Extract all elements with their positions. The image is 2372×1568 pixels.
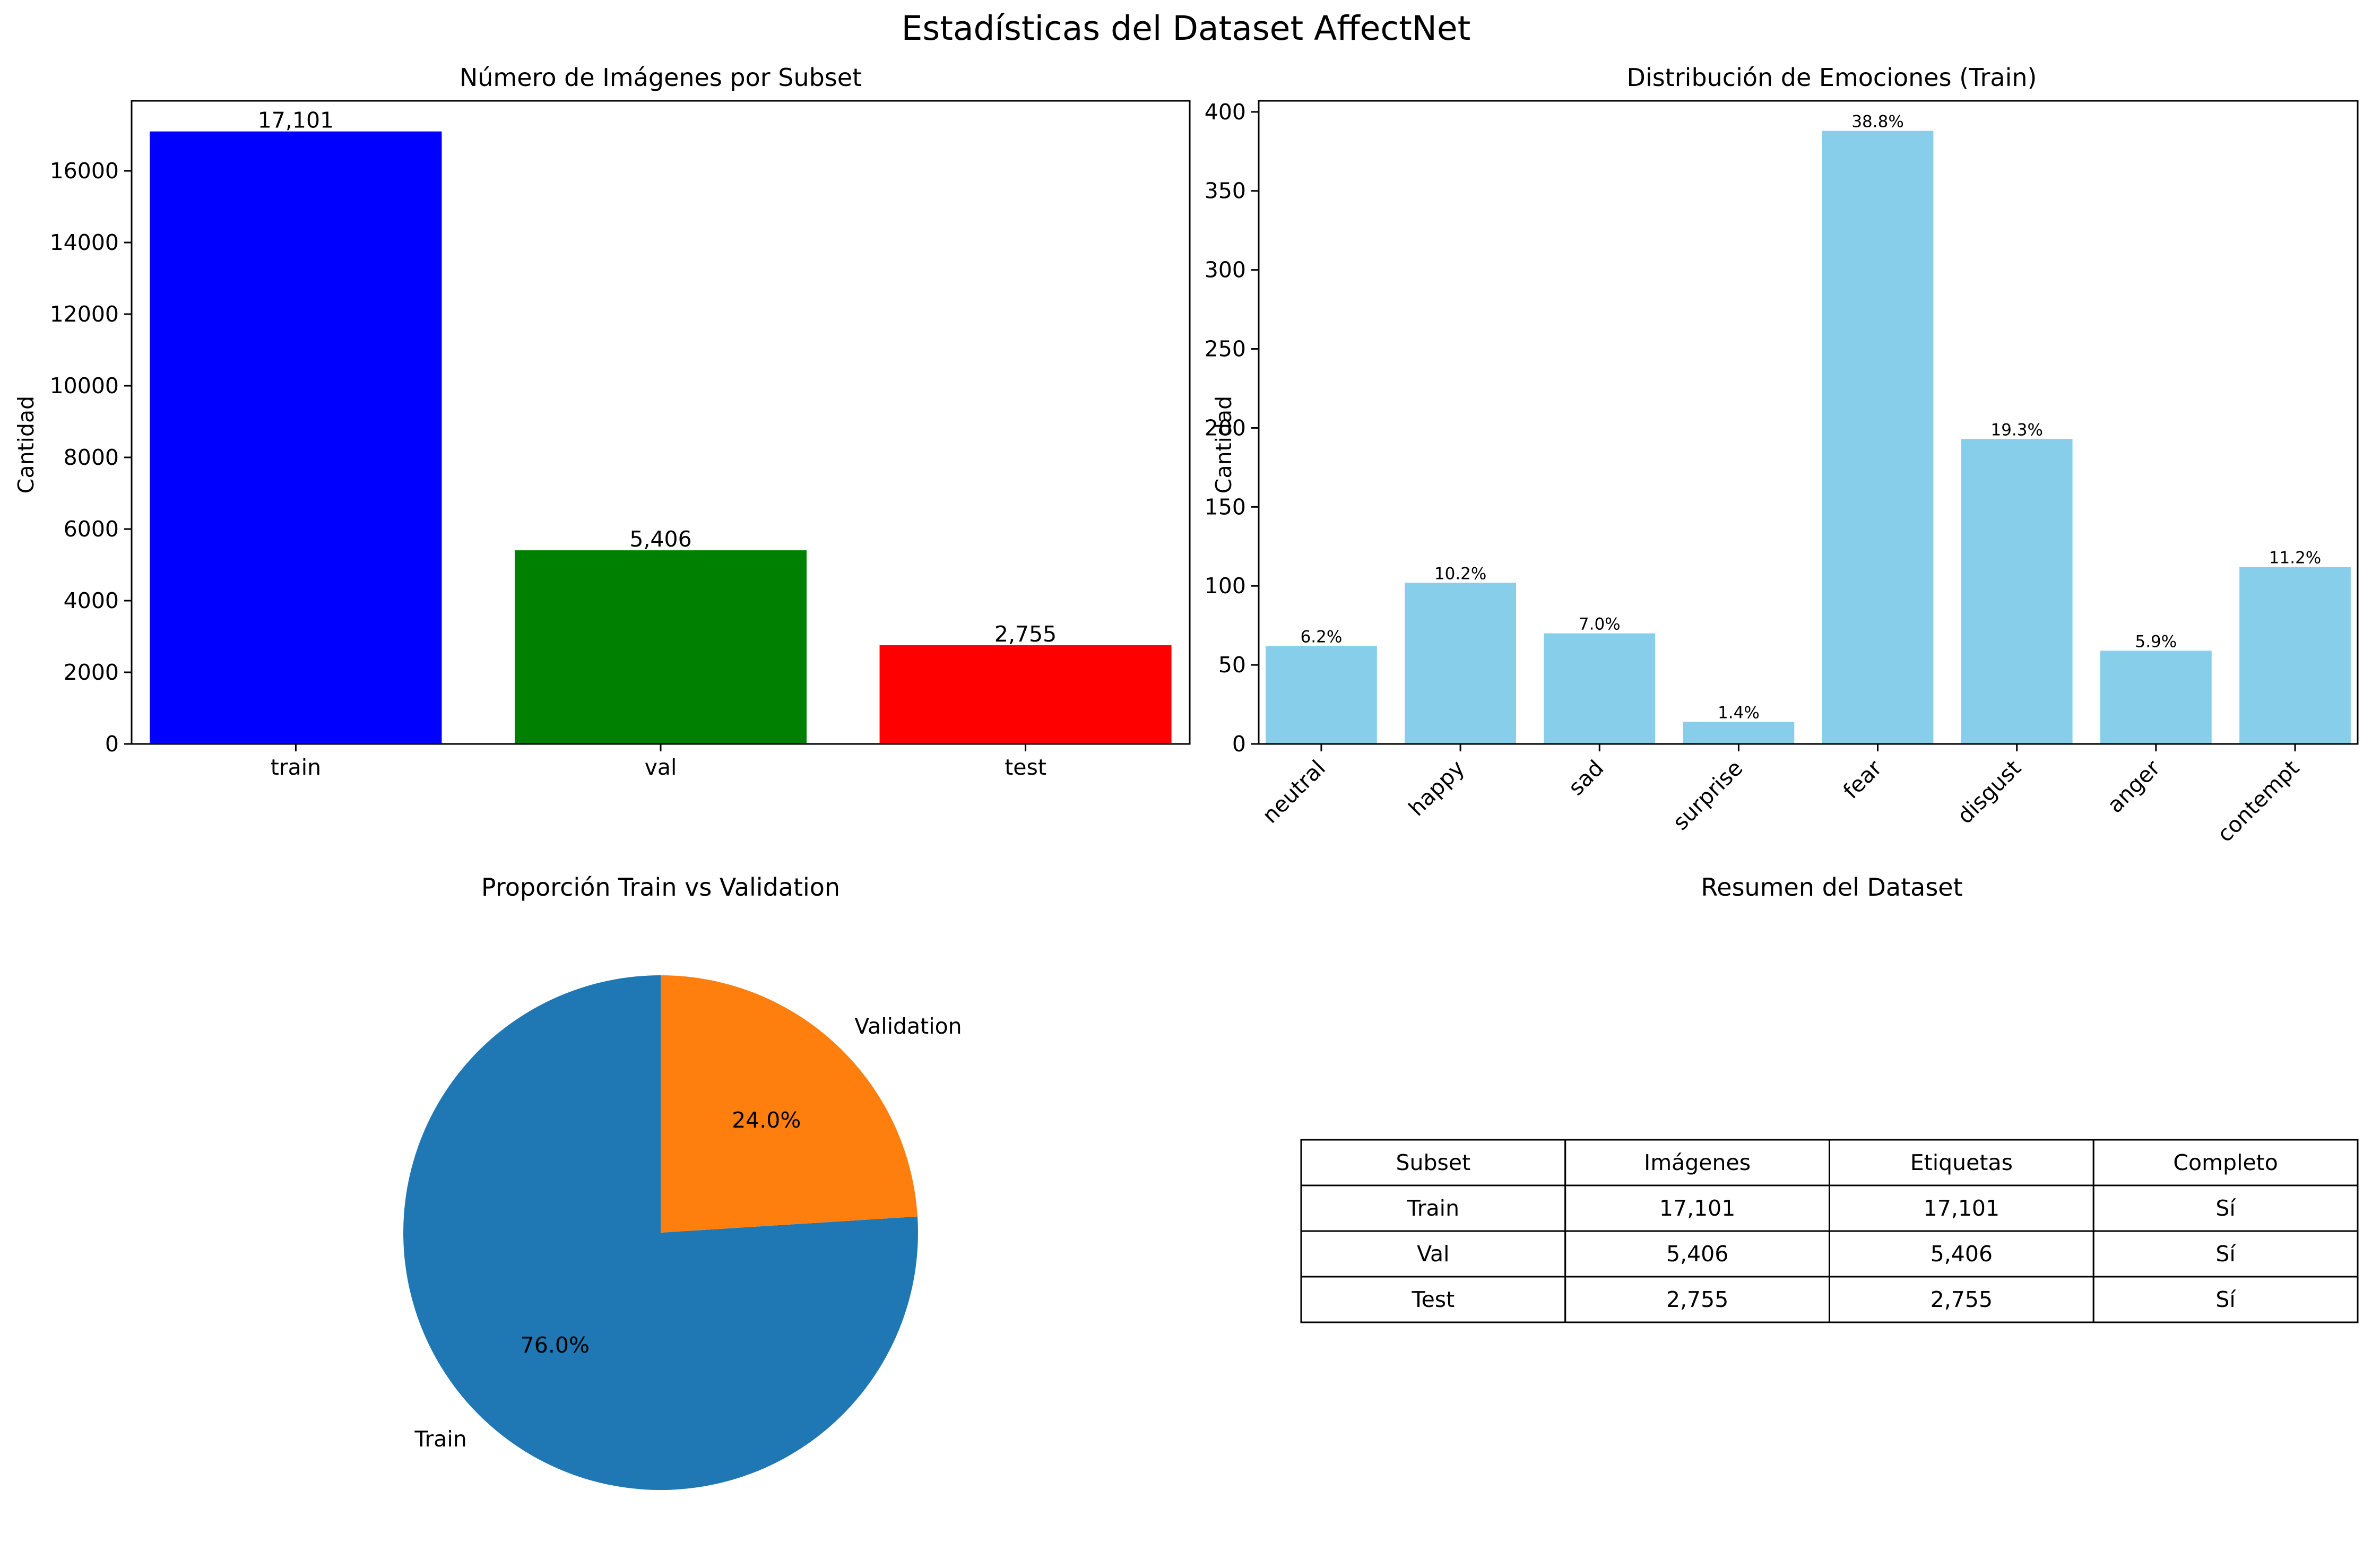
table-header-text: Subset <box>1396 1150 1471 1175</box>
table-cell <box>1300 1276 1566 1323</box>
data-label-sad: 7.0% <box>1579 615 1621 634</box>
y-tick-label: 10000 <box>50 373 119 399</box>
subset-bar-chart: Número de Imágenes por Subset Cantidad 1… <box>13 63 1191 780</box>
chart-title: Distribución de Emociones (Train) <box>1627 63 2037 92</box>
table-cell-text: Sí <box>2215 1287 2236 1312</box>
table-cell-text: 2,755 <box>1666 1287 1728 1312</box>
y-axis-label: Cantidad <box>13 396 39 493</box>
table-header-text: Etiquetas <box>1910 1150 2013 1175</box>
y-tick-label: 6000 <box>64 516 119 542</box>
table-cell-text: 2,755 <box>1931 1287 1993 1312</box>
y-tick-label: 8000 <box>64 445 119 470</box>
table-header-cell <box>1564 1139 1830 1186</box>
pie-pct-label-train: 76.0% <box>521 1332 590 1358</box>
y-tick-label: 16000 <box>50 158 119 184</box>
y-tick-label: 14000 <box>50 230 119 255</box>
data-label-train: 17,101 <box>258 108 334 133</box>
table-cell-text: Train <box>1407 1196 1459 1221</box>
x-tick-label: happy <box>1404 755 1469 821</box>
table-cell <box>2092 1230 2359 1278</box>
bar-test <box>879 645 1172 744</box>
summary-table: Resumen del Dataset Subset Imágenes Etique… <box>1300 873 2359 1323</box>
train-val-pie-chart: Proporción Train vs Validation Train 76.0… <box>403 873 962 1491</box>
y-tick-label: 200 <box>1205 415 1246 440</box>
table-cell-text: 17,101 <box>1659 1196 1735 1221</box>
data-label-test: 2,755 <box>994 621 1057 647</box>
x-tick-label: train <box>271 755 321 780</box>
pie-slice-train <box>403 975 919 1491</box>
table-cell <box>2092 1184 2359 1232</box>
x-tick-label: fear <box>1838 755 1887 804</box>
data-label-fear: 38.8% <box>1851 112 1903 132</box>
table-cell-text: Sí <box>2215 1241 2236 1267</box>
y-tick-label: 150 <box>1205 494 1246 519</box>
y-tick-label: 12000 <box>50 301 119 327</box>
axes-frame <box>131 100 1191 745</box>
table-cell <box>1829 1276 2094 1323</box>
pie-label-validation: Validation <box>854 1013 962 1039</box>
x-tick-label: sad <box>1563 755 1608 800</box>
table-cell <box>1300 1184 1566 1232</box>
y-tick-label: 350 <box>1205 178 1246 204</box>
x-tick-label: surprise <box>1668 755 1748 835</box>
bar-disgust <box>1961 439 2073 744</box>
table-header-cell <box>2092 1139 2359 1186</box>
y-tick-label: 300 <box>1205 257 1246 283</box>
table-header-cell <box>1829 1139 2094 1186</box>
x-tick-label: val <box>645 755 677 780</box>
x-tick-label: disgust <box>1952 755 2026 829</box>
bar-happy <box>1405 583 1516 744</box>
y-axis-label: Cantidad <box>1211 396 1236 493</box>
data-label-neutral: 6.2% <box>1301 627 1343 646</box>
y-tick-label: 0 <box>1232 731 1246 757</box>
table-cell-text: 17,101 <box>1924 1196 1999 1221</box>
y-tick-label: 100 <box>1205 573 1246 599</box>
axes-frame <box>1258 100 2359 745</box>
y-tick-label: 250 <box>1205 336 1246 362</box>
bar-sad <box>1544 633 1656 744</box>
chart-title: Proporción Train vs Validation <box>481 873 840 902</box>
table-cell-text: Val <box>1417 1241 1449 1267</box>
data-label-anger: 5.9% <box>2135 632 2177 651</box>
x-tick-label: anger <box>2102 755 2165 818</box>
y-tick-label: 50 <box>1218 652 1246 678</box>
data-label-disgust: 19.3% <box>1990 420 2042 439</box>
table-cell-text: 5,406 <box>1666 1241 1728 1267</box>
bar-val <box>514 550 807 744</box>
data-label-surprise: 1.4% <box>1718 703 1760 722</box>
emotion-bar-chart: Distribución de Emociones (Train) Cantid… <box>1205 63 2359 847</box>
data-label-happy: 10.2% <box>1434 564 1486 583</box>
y-tick-label: 2000 <box>64 660 119 685</box>
table-cell <box>1829 1184 2094 1232</box>
pie-pct-label-validation: 24.0% <box>732 1107 801 1133</box>
bar-fear <box>1822 131 1934 744</box>
table-title: Resumen del Dataset <box>1701 873 1962 902</box>
x-tick-label: test <box>1005 755 1046 780</box>
table-cell-text: 5,406 <box>1931 1241 1993 1267</box>
y-tick-label: 4000 <box>64 588 119 613</box>
chart-title: Número de Imágenes por Subset <box>460 63 862 92</box>
figure-title: Estadísticas del Dataset AffectNet <box>902 9 1471 48</box>
table-cell <box>1829 1230 2094 1278</box>
table-cell-text: Test <box>1412 1287 1455 1312</box>
y-tick-label: 400 <box>1205 99 1246 125</box>
table-header-text: Completo <box>2173 1150 2278 1175</box>
bar-train <box>150 131 442 744</box>
data-label-contempt: 11.2% <box>2269 548 2321 567</box>
table-cell <box>1564 1276 1830 1323</box>
bar-surprise <box>1683 722 1795 744</box>
y-tick-label: 0 <box>105 731 119 757</box>
pie-slice-validation <box>661 975 918 1233</box>
table-header-text: Imágenes <box>1644 1150 1751 1175</box>
table-cell-text: Sí <box>2215 1196 2236 1221</box>
bar-neutral <box>1266 646 1377 744</box>
pie-label-train: Train <box>414 1426 466 1452</box>
table-cell <box>2092 1276 2359 1323</box>
data-label-val: 5,406 <box>629 526 691 552</box>
x-tick-label: contempt <box>2212 755 2304 847</box>
x-tick-label: neutral <box>1257 755 1330 828</box>
bar-contempt <box>2239 567 2351 744</box>
bar-anger <box>2100 651 2212 744</box>
